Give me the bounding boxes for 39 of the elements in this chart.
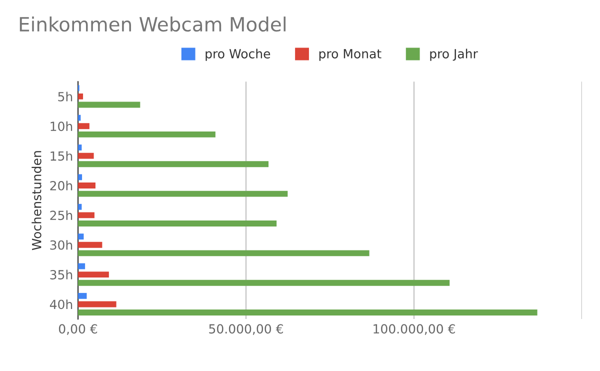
- legend-label: pro Woche: [206, 48, 270, 61]
- y-tick-label: 15h: [50, 151, 72, 161]
- bar: [78, 131, 216, 138]
- bar: [78, 310, 538, 316]
- y-axis-title: Wochenstunden: [32, 151, 42, 250]
- y-tick-label: 25h: [50, 210, 72, 220]
- bar: [78, 174, 82, 180]
- y-tick-label: 35h: [50, 270, 72, 280]
- y-tick-label: 10h: [50, 121, 72, 132]
- chart-title: Einkommen Webcam Model: [20, 16, 286, 32]
- legend-label: pro Jahr: [430, 48, 478, 61]
- bar: [78, 280, 450, 286]
- y-tick-label: 20h: [50, 180, 72, 190]
- bar: [78, 161, 269, 168]
- bar: [78, 144, 82, 150]
- x-tick-label: 0,00 €: [58, 324, 98, 335]
- bar: [78, 292, 87, 299]
- bar: [78, 123, 90, 130]
- bar: [78, 242, 102, 248]
- y-tick-label: 5h: [58, 92, 72, 102]
- bar: [78, 220, 277, 226]
- x-tick-label: 50.000,00 €: [209, 324, 283, 335]
- bar: [78, 114, 81, 121]
- bar: [78, 212, 94, 218]
- legend-label: pro Monat: [319, 49, 382, 61]
- y-tick-label: 30h: [50, 240, 72, 250]
- bar: [78, 182, 96, 188]
- bar: [78, 190, 288, 197]
- bar: [78, 301, 116, 308]
- bar: [78, 250, 370, 256]
- bar: [78, 152, 94, 159]
- bar: [78, 204, 82, 210]
- x-tick-label: 100.000,00 €: [374, 324, 455, 335]
- bar: [78, 93, 84, 100]
- bar: [78, 272, 109, 278]
- bar: [78, 102, 140, 108]
- y-tick-label: 40h: [50, 299, 72, 310]
- bar: [78, 263, 86, 270]
- bar: [78, 234, 84, 240]
